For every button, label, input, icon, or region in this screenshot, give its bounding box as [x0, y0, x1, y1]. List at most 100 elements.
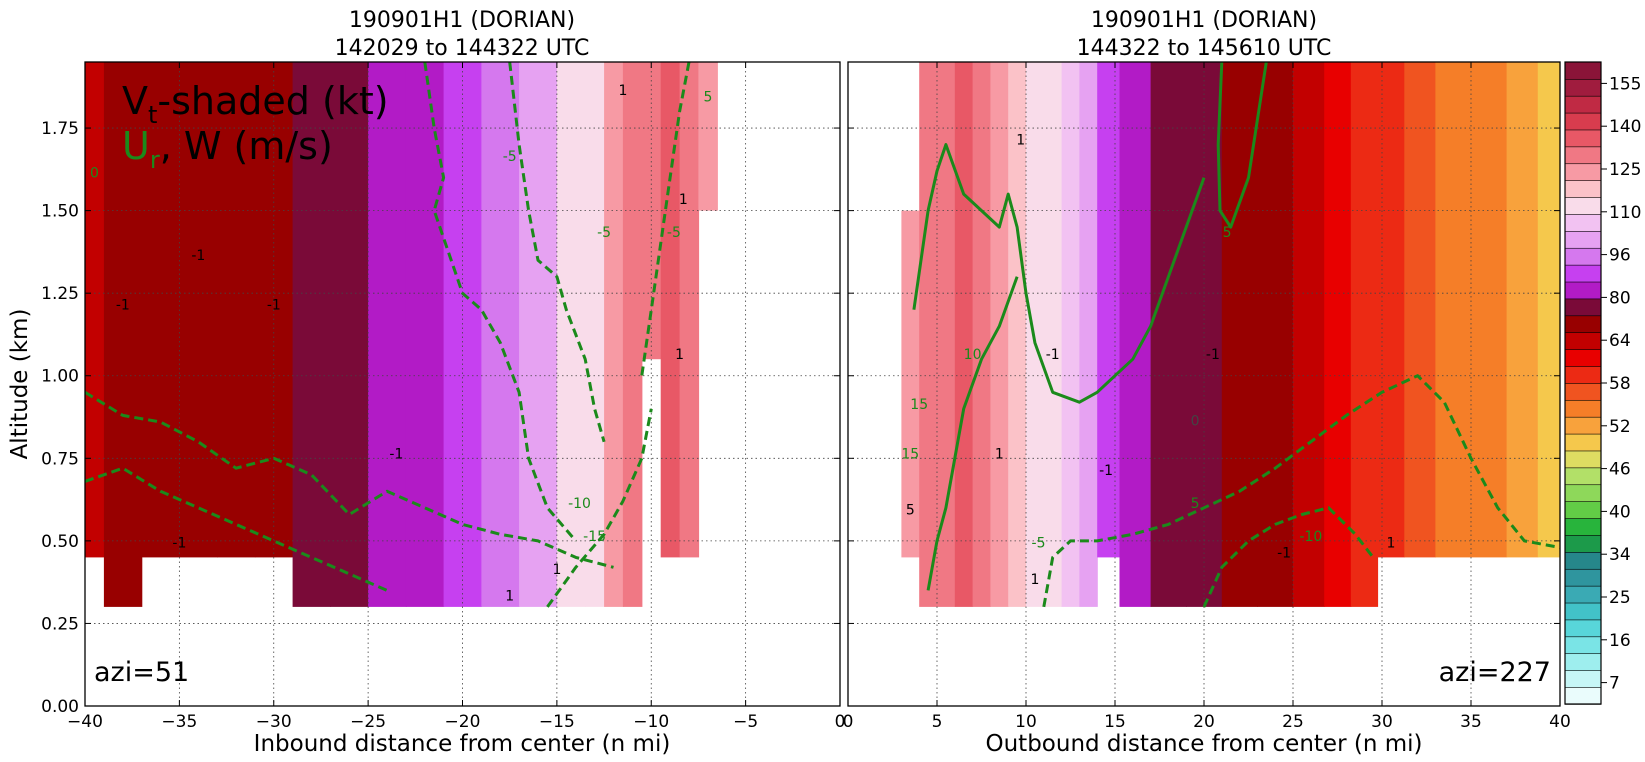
- left-y-tick-label: 1.75: [41, 119, 79, 139]
- colorbar-swatch: [1564, 315, 1602, 334]
- colorbar-swatch: [1564, 298, 1602, 317]
- colorbar-tick-label: 125: [1609, 160, 1641, 180]
- left-x-tick-label: −15: [539, 712, 575, 732]
- left-contour-label: 1: [675, 347, 684, 363]
- colorbar-swatch: [1564, 95, 1602, 114]
- left-vt-column: [368, 62, 407, 607]
- colorbar-swatch: [1564, 636, 1602, 655]
- left-vt-column: [292, 62, 331, 607]
- colorbar-tick-label: 46: [1609, 460, 1631, 480]
- right-vt-column: [1471, 62, 1508, 558]
- left-contour-label: 1: [505, 588, 514, 604]
- right-contour-label: -1: [1277, 545, 1291, 561]
- left-contour-label: -1: [267, 298, 281, 314]
- right-contour-label: 1: [1016, 133, 1025, 149]
- left-ur-contour: [423, 62, 577, 542]
- colorbar-tick-label: 140: [1609, 117, 1641, 137]
- colorbar-swatch: [1564, 551, 1602, 570]
- left-contour-label: 5: [703, 90, 712, 106]
- colorbar-swatch: [1564, 112, 1602, 131]
- colorbar-swatches: [1564, 61, 1602, 705]
- colorbar-swatch: [1564, 264, 1602, 283]
- colorbar-swatch: [1564, 416, 1602, 435]
- left-vt-column: [604, 62, 624, 607]
- colorbar-tick-label: 58: [1609, 374, 1631, 394]
- right-x-tick-label: 10: [1015, 712, 1037, 732]
- colorbar-swatch: [1564, 602, 1602, 621]
- right-contour-label: 1: [1386, 536, 1395, 552]
- right-azimuth-label: azi=227: [1439, 657, 1551, 688]
- left-contour-label: 1: [618, 83, 627, 99]
- left-x-tick-label: −30: [256, 712, 292, 732]
- left-vt-column: [85, 62, 105, 558]
- left-contour-label: 0: [90, 166, 99, 182]
- left-title-line1: 190901H1 (DORIAN): [349, 8, 575, 33]
- colorbar-swatch: [1564, 382, 1602, 401]
- right-ur-contour: [1216, 62, 1268, 229]
- left-contour-label: -10: [568, 496, 591, 512]
- right-x-tick-label: 5: [932, 712, 943, 732]
- annotation-vt-shaded: Vt-shaded (kt): [122, 79, 389, 129]
- right-contours: [912, 62, 1560, 608]
- right-vt-column: [1097, 62, 1121, 558]
- colorbar-swatch: [1564, 653, 1602, 671]
- colorbar-swatch: [1564, 669, 1602, 688]
- left-vt-column: [622, 62, 643, 607]
- left-contour-label: 1: [552, 562, 561, 578]
- right-panel: 190901H1 (DORIAN) 144322 to 145610 UTC 5…: [843, 8, 1571, 757]
- right-x-ticks: 0 5 10 15 20 25 30 35 40: [843, 62, 1571, 732]
- right-vt-column: [937, 62, 956, 607]
- left-contour-label: -1: [389, 446, 403, 462]
- right-x-tick-label: 0: [843, 712, 854, 732]
- colorbar-swatch: [1564, 129, 1602, 148]
- right-y-ticks: [848, 127, 1560, 707]
- colorbar-swatch: [1564, 433, 1602, 452]
- left-contour-label: -5: [667, 225, 681, 241]
- colorbar-swatch: [1564, 517, 1602, 536]
- right-title-line2: 144322 to 145610 UTC: [1077, 36, 1332, 61]
- right-x-tick-label: 30: [1371, 712, 1393, 732]
- annotation-ur-w: Ur, W (m/s): [122, 124, 333, 174]
- colorbar-swatch: [1564, 281, 1602, 300]
- right-vt-column: [1404, 62, 1437, 558]
- left-y-axis-label: Altitude (km): [7, 309, 33, 460]
- left-y-tick-label: 0.25: [41, 614, 79, 634]
- right-vt-column: [1506, 62, 1539, 558]
- colorbar-swatch: [1564, 146, 1602, 165]
- colorbar-swatch: [1564, 332, 1602, 350]
- right-vt-column: [1026, 62, 1045, 607]
- right-contour-label: -1: [1046, 347, 1060, 363]
- left-y-tick-label: 0.50: [41, 532, 79, 552]
- right-contour-label: -1: [1099, 463, 1113, 479]
- left-y-tick-label: 0.75: [41, 449, 79, 469]
- left-azimuth-label: azi=51: [94, 657, 189, 688]
- colorbar-swatch: [1564, 247, 1602, 266]
- colorbar-tick-label: 52: [1609, 417, 1631, 437]
- left-vt-column: [330, 62, 369, 607]
- left-x-tick-label: 0: [835, 712, 846, 732]
- colorbar-tick-label: 40: [1609, 502, 1631, 522]
- right-contour-label: 15: [901, 446, 919, 462]
- left-vt-column: [481, 62, 520, 607]
- colorbar-swatch: [1564, 484, 1602, 502]
- colorbar-tick-label: 7: [1609, 674, 1620, 694]
- right-vt-column: [1043, 62, 1063, 607]
- left-x-tick-label: −35: [161, 712, 197, 732]
- right-vt-column: [1324, 62, 1352, 607]
- right-contour-label: 5: [1191, 496, 1200, 512]
- right-vt-column: [919, 62, 938, 607]
- colorbar-swatch: [1564, 179, 1602, 198]
- right-contour-label: -10: [1299, 529, 1322, 545]
- right-contour-label: 15: [910, 397, 928, 413]
- left-vt-column: [698, 62, 718, 211]
- left-vt-column: [660, 62, 681, 558]
- colorbar-swatch: [1564, 399, 1602, 418]
- left-y-tick-label: 1.00: [41, 367, 79, 387]
- left-y-tick-label: 1.50: [41, 202, 79, 222]
- right-contour-label: -5: [1032, 536, 1046, 552]
- left-vt-column: [585, 62, 605, 607]
- left-x-tick-label: −25: [350, 712, 386, 732]
- left-x-axis-label: Inbound distance from center (n mi): [254, 731, 671, 757]
- left-vt-column: [679, 62, 700, 558]
- colorbar-swatch: [1564, 534, 1602, 553]
